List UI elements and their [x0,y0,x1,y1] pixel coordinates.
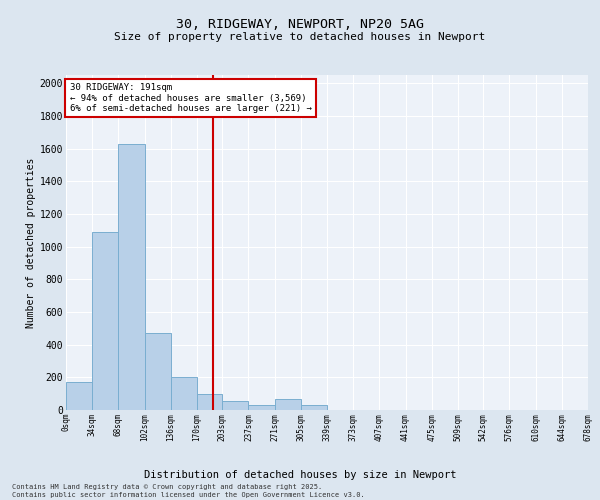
Text: Distribution of detached houses by size in Newport: Distribution of detached houses by size … [144,470,456,480]
Bar [275,398,301,410]
Bar [301,405,327,410]
Bar [118,144,145,410]
Bar [197,394,222,410]
Bar [171,378,197,410]
Bar [222,401,248,410]
Text: Contains HM Land Registry data © Crown copyright and database right 2025.
Contai: Contains HM Land Registry data © Crown c… [12,484,365,498]
Y-axis label: Number of detached properties: Number of detached properties [26,158,35,328]
Text: 30 RIDGEWAY: 191sqm
← 94% of detached houses are smaller (3,569)
6% of semi-deta: 30 RIDGEWAY: 191sqm ← 94% of detached ho… [70,83,312,113]
Text: 30, RIDGEWAY, NEWPORT, NP20 5AG: 30, RIDGEWAY, NEWPORT, NP20 5AG [176,18,424,30]
Bar [248,405,275,410]
Bar [92,232,118,410]
Bar [145,333,171,410]
Text: Size of property relative to detached houses in Newport: Size of property relative to detached ho… [115,32,485,42]
Bar [66,382,92,410]
